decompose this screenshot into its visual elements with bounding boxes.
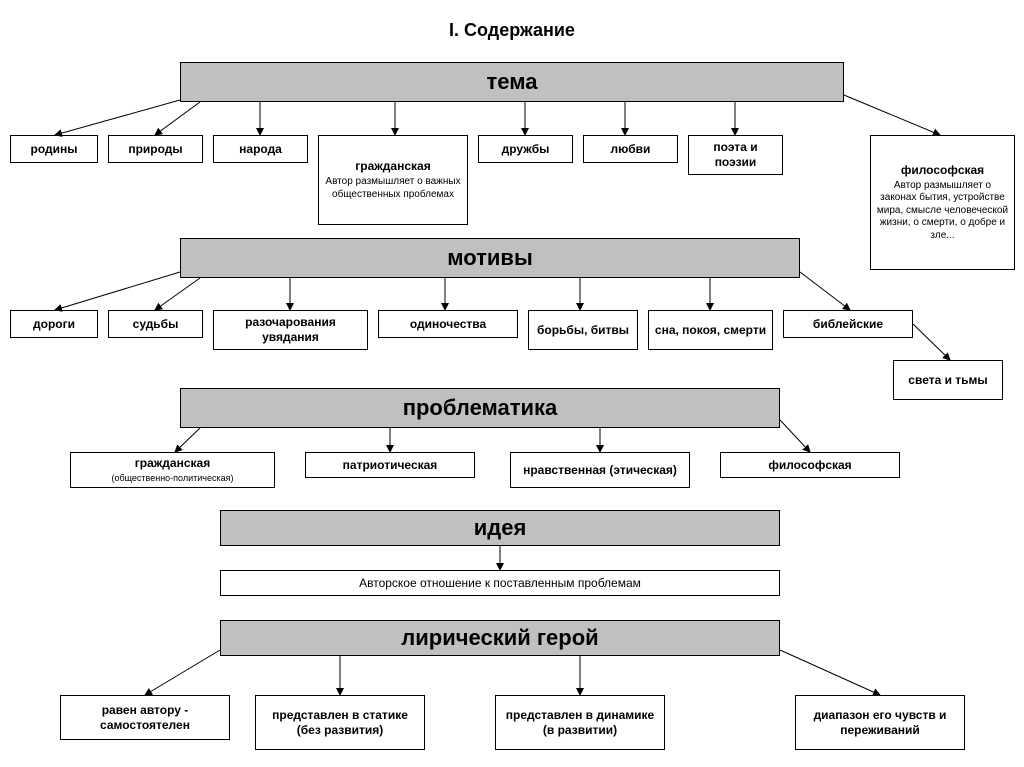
problematika-child-2: нравственная (этическая) bbox=[510, 452, 690, 488]
section-geroy-label: лирический герой bbox=[401, 624, 598, 652]
tema-child-1: природы bbox=[108, 135, 203, 163]
ideya-child-0: Авторское отношение к поставленным пробл… bbox=[220, 570, 780, 596]
section-geroy-header: лирический герой bbox=[220, 620, 780, 656]
motivy-child-3: одиночества bbox=[378, 310, 518, 338]
motivy-child-7: света и тьмы bbox=[893, 360, 1003, 400]
section-ideya-header: идея bbox=[220, 510, 780, 546]
motivy-child-0: дороги bbox=[10, 310, 98, 338]
section-motivy-label: мотивы bbox=[447, 244, 533, 272]
geroy-child-2: представлен в динамике (в развитии) bbox=[495, 695, 665, 750]
motivy-child-1: судьбы bbox=[108, 310, 203, 338]
geroy-child-0: равен автору - самостоятелен bbox=[60, 695, 230, 740]
tema-child-3: гражданская Автор размышляет о важных об… bbox=[318, 135, 468, 225]
geroy-child-1: представлен в статике (без развития) bbox=[255, 695, 425, 750]
problematika-child-1: патриотическая bbox=[305, 452, 475, 478]
motivy-child-5: сна, покоя, смерти bbox=[648, 310, 773, 350]
problematika-child-0: гражданская (общественно-политическая) bbox=[70, 452, 275, 488]
tema-child-4: дружбы bbox=[478, 135, 573, 163]
motivy-child-2: разочарования увядания bbox=[213, 310, 368, 350]
section-problematika-header: проблематика bbox=[180, 388, 780, 428]
section-motivy-header: мотивы bbox=[180, 238, 800, 278]
tema-child-0: родины bbox=[10, 135, 98, 163]
section-ideya-label: идея bbox=[474, 514, 527, 542]
geroy-child-3: диапазон его чувств и переживаний bbox=[795, 695, 965, 750]
tema-child-2: народа bbox=[213, 135, 308, 163]
section-tema-label: тема bbox=[487, 68, 538, 96]
tema-child-5: любви bbox=[583, 135, 678, 163]
tema-child-6: поэта и поэзии bbox=[688, 135, 783, 175]
section-problematika-label: проблематика bbox=[403, 394, 558, 422]
page-title: I. Содержание bbox=[449, 20, 575, 41]
motivy-child-6: библейские bbox=[783, 310, 913, 338]
problematika-child-3: философская bbox=[720, 452, 900, 478]
section-tema-header: тема bbox=[180, 62, 844, 102]
tema-child-7: философская Автор размышляет о законах б… bbox=[870, 135, 1015, 270]
motivy-child-4: борьбы, битвы bbox=[528, 310, 638, 350]
